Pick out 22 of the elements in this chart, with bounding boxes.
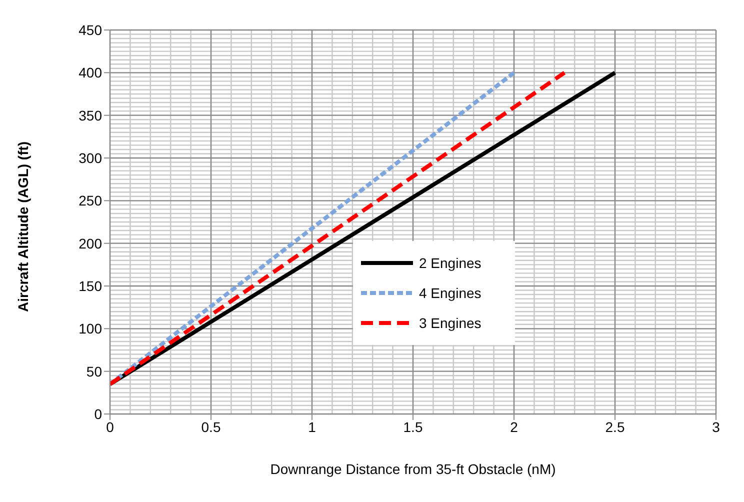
y-tick-label: 450 <box>78 22 102 38</box>
x-tick-label: 2.5 <box>605 418 625 435</box>
x-tick-label: 0 <box>106 418 114 435</box>
legend-label: 4 Engines <box>419 285 482 301</box>
y-tick-label: 150 <box>78 278 102 294</box>
y-tick-label: 350 <box>78 107 102 124</box>
y-tick-label: 300 <box>78 150 102 166</box>
x-tick-label: 2 <box>510 418 518 435</box>
legend-label: 2 Engines <box>419 255 482 271</box>
y-tick-label: 0 <box>94 406 102 422</box>
y-tick-label: 100 <box>78 320 102 337</box>
x-tick-label: 3 <box>712 418 720 435</box>
y-tick-label: 250 <box>78 192 102 209</box>
x-tick-label: 1.5 <box>403 418 423 435</box>
y-axis-title: Aircraft Altitude (AGL) (ft) <box>14 141 31 312</box>
x-axis-title: Downrange Distance from 35-ft Obstacle (nM) <box>270 461 556 477</box>
legend-label: 3 Engines <box>419 315 482 331</box>
y-tick-label: 200 <box>78 235 102 252</box>
x-tick-label: 1 <box>308 418 316 435</box>
x-tick-label: 0.5 <box>201 418 221 435</box>
y-tick-label: 50 <box>86 363 102 380</box>
y-tick-label: 400 <box>78 64 102 81</box>
